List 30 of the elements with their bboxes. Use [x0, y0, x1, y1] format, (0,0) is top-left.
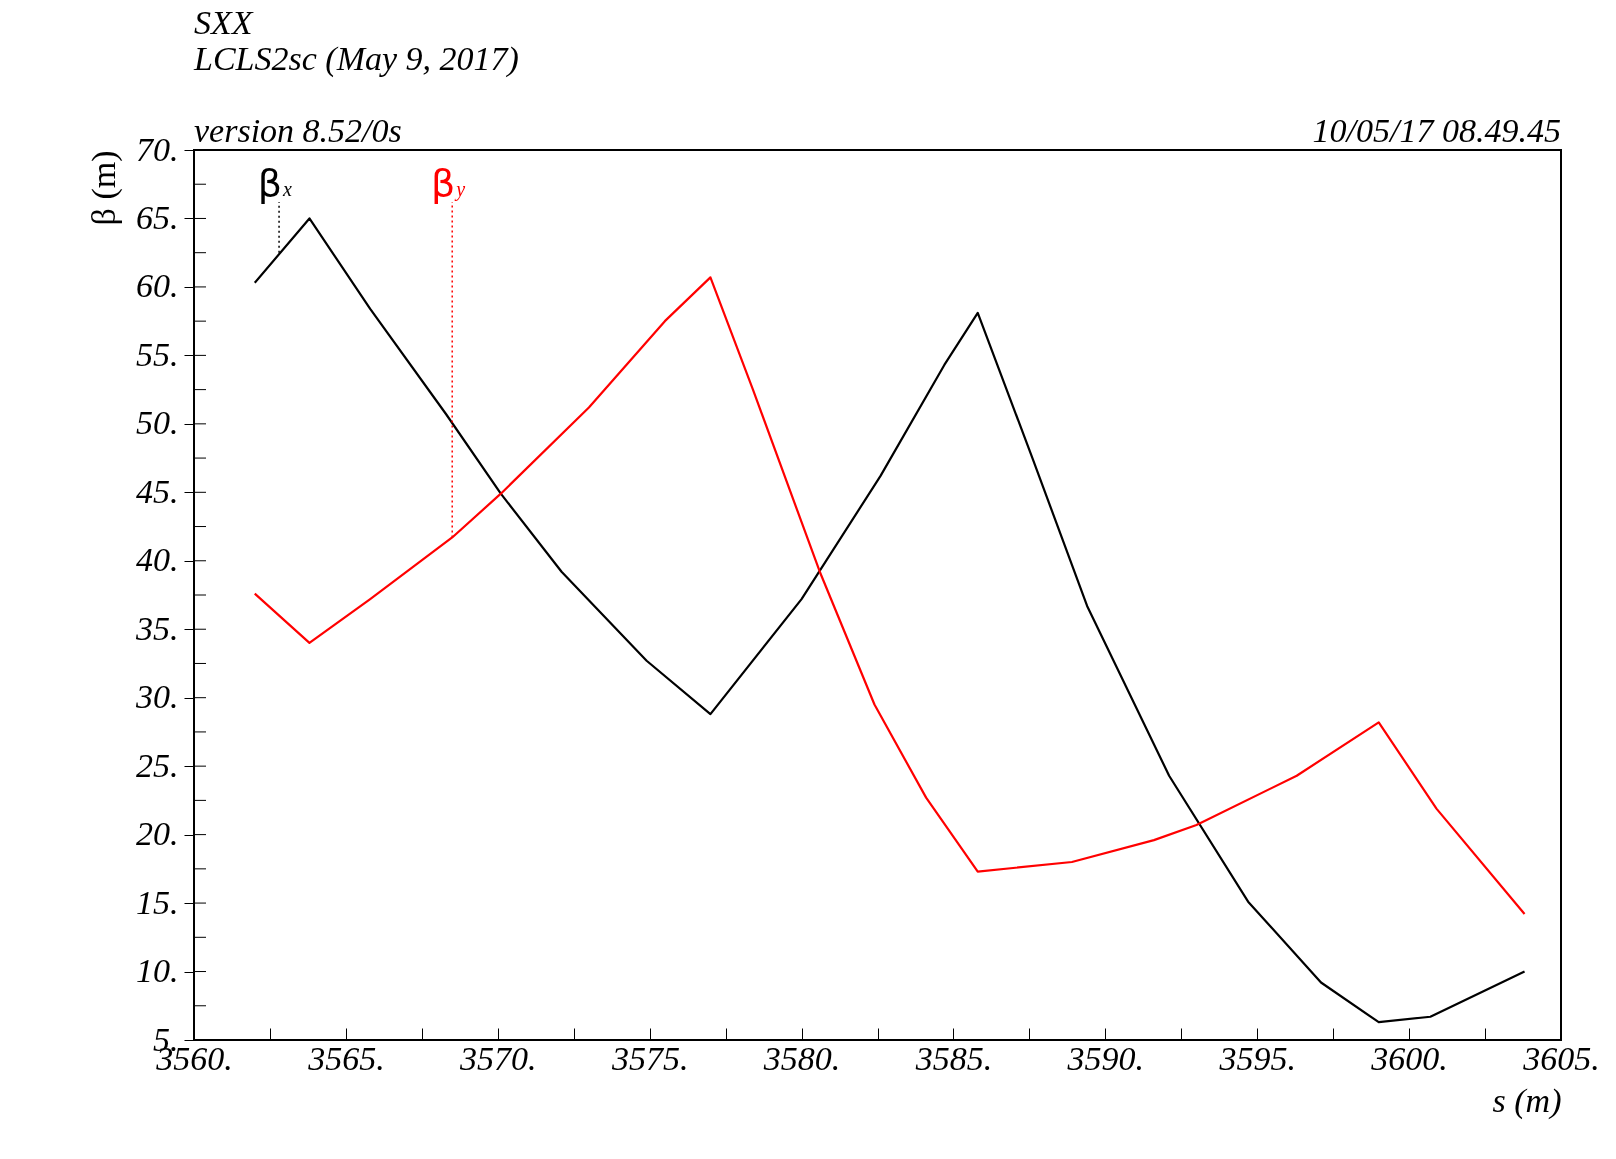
x-axis-title: s (m): [1492, 1081, 1562, 1120]
text: 10/05/17 08.49.45: [1312, 112, 1561, 149]
y-axis-title: β (m): [85, 150, 123, 226]
x-tick-label: 3600.: [1370, 1039, 1448, 1077]
y-tick-label: 45.: [136, 472, 179, 510]
y-tick-label: 55.: [136, 335, 179, 373]
x-tick-label: 3585.: [914, 1039, 993, 1077]
x-tick-label: 3580.: [762, 1039, 841, 1077]
y-tick-label: 70.: [136, 130, 179, 168]
x-tick-label: 3575.: [610, 1039, 689, 1077]
y-tick-label: 40.: [136, 541, 179, 579]
y-tick-label: 30.: [135, 678, 179, 716]
y-tick-label: 50.: [136, 404, 179, 442]
y-tick-label: 10.: [136, 952, 179, 990]
x-tick-label: 3570.: [459, 1039, 537, 1077]
y-tick-label: 35.: [135, 609, 179, 647]
y-tick-label: 65.: [136, 198, 179, 236]
y-tick-label: 60.: [136, 267, 179, 305]
x-tick-label: 3590.: [1066, 1039, 1145, 1077]
y-tick-label: 25.: [136, 746, 179, 784]
annotation: βx: [257, 161, 293, 205]
text: version 8.52/0s: [194, 112, 402, 149]
annotation: βy: [430, 161, 466, 205]
chart-title: SXX: [194, 4, 254, 41]
x-tick-label: 3595.: [1218, 1039, 1296, 1077]
y-tick-label: 20.: [136, 815, 179, 853]
y-tick-label: 15.: [136, 883, 179, 921]
x-tick-label: 3605.: [1522, 1039, 1600, 1077]
chart-subtitle: LCLS2sc (May 9, 2017): [193, 40, 519, 78]
x-tick-label: 3565.: [307, 1039, 385, 1077]
